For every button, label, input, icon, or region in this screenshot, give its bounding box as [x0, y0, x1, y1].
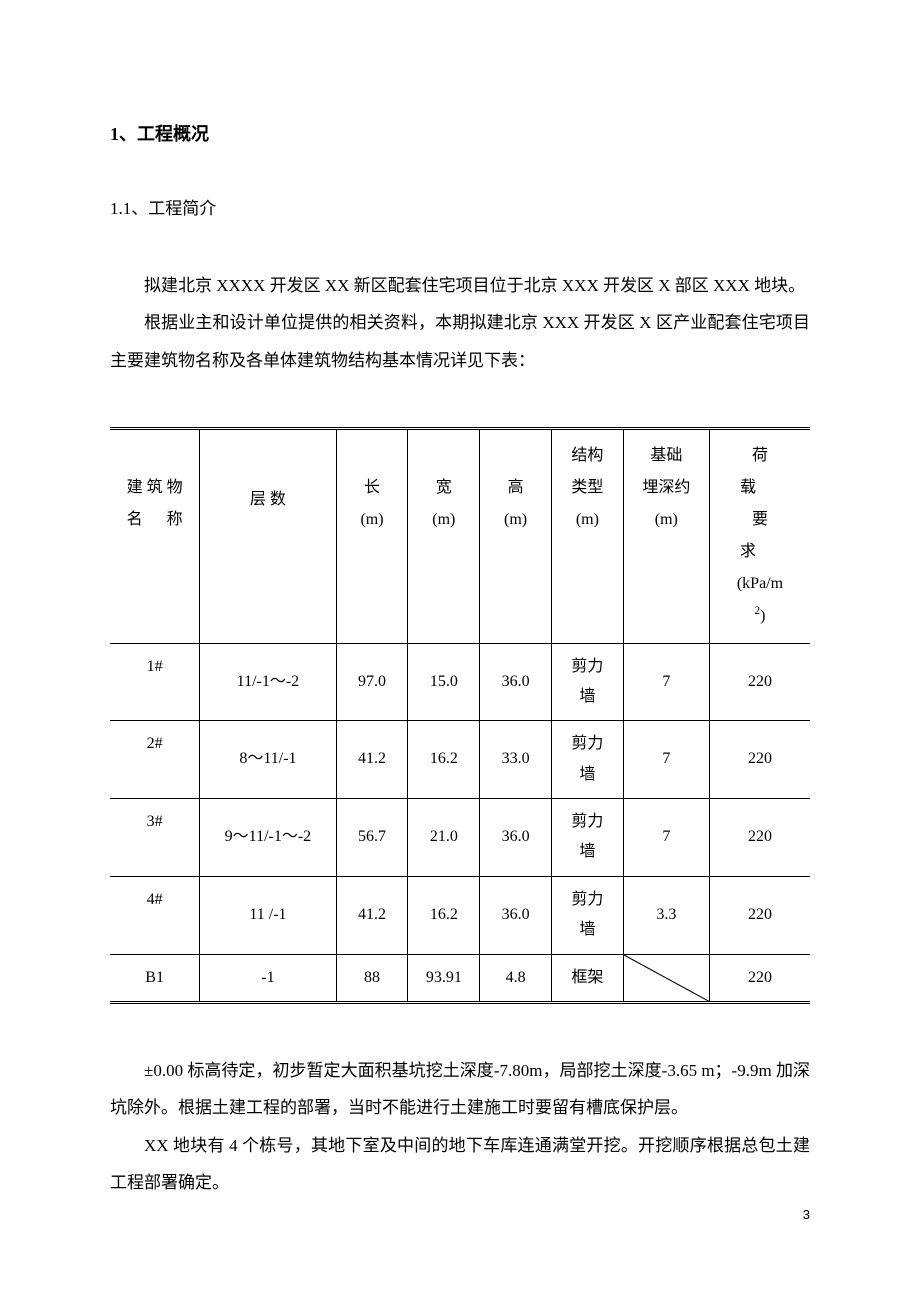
table-cell-name: 1# [110, 643, 200, 721]
page-number: 3 [803, 1207, 810, 1222]
table-cell-floors: 11/-1～-2 [200, 643, 336, 721]
table-row: B1-18893.914.8框架 220 [110, 954, 810, 1002]
th-load-requirement: 荷 载 要 求 (kPa/m 2) [709, 429, 810, 643]
table-cell-height: 36.0 [480, 876, 552, 954]
table-cell-struct: 剪力墙 [551, 799, 623, 877]
table-cell-name: 3# [110, 799, 200, 877]
closing-paragraph-block: ±0.00 标高待定，初步暂定大面积基坑挖土深度-7.80m，局部挖土深度-3.… [110, 1052, 810, 1202]
th-building-name: 建筑物 名 称 [110, 429, 200, 643]
th-structure-type: 结构 类型 (m) [551, 429, 623, 643]
table-cell-struct: 剪力墙 [551, 643, 623, 721]
table-cell-floors: 11 /-1 [200, 876, 336, 954]
table-cell-depth: 3.3 [623, 876, 709, 954]
table-cell-width: 16.2 [408, 721, 480, 799]
table-cell-width: 93.91 [408, 954, 480, 1002]
table-cell-floors: -1 [200, 954, 336, 1002]
table-cell-length: 41.2 [336, 721, 408, 799]
th-length: 长 (m) [336, 429, 408, 643]
table-cell-name: 4# [110, 876, 200, 954]
table-header-row: 建筑物 名 称 层 数 长 (m) [110, 429, 810, 643]
table-row: 2#8～11/-141.216.233.0剪力墙7220 [110, 721, 810, 799]
th-floors: 层 数 [200, 429, 336, 643]
building-data-table: 建筑物 名 称 层 数 长 (m) [110, 427, 810, 1004]
table-cell-length: 88 [336, 954, 408, 1002]
table-cell-length: 41.2 [336, 876, 408, 954]
table-cell-height: 36.0 [480, 799, 552, 877]
table-cell-load: 220 [709, 954, 810, 1002]
table-cell-name: 2# [110, 721, 200, 799]
table-cell-struct: 剪力墙 [551, 876, 623, 954]
table-cell-load: 220 [709, 721, 810, 799]
paragraph-4: XX 地块有 4 个栋号，其地下室及中间的地下车库连通满堂开挖。开挖顺序根据总包… [110, 1127, 810, 1202]
table-row: 4#11 /-141.216.236.0剪力墙3.3220 [110, 876, 810, 954]
table-cell-load: 220 [709, 643, 810, 721]
diagonal-line-icon [624, 955, 709, 1001]
table-row: 3#9～11/-1～-256.721.036.0剪力墙7220 [110, 799, 810, 877]
table-cell-width: 16.2 [408, 876, 480, 954]
table-body: 1#11/-1～-297.015.036.0剪力墙72202#8～11/-141… [110, 643, 810, 1003]
table-cell-depth: 7 [623, 799, 709, 877]
table-cell-depth: 7 [623, 721, 709, 799]
table-cell-height: 33.0 [480, 721, 552, 799]
section-heading: 1、工程概况 [110, 120, 810, 146]
table-cell-name: B1 [110, 954, 200, 1002]
paragraph-1: 拟建北京 XXXX 开发区 XX 新区配套住宅项目位于北京 XXX 开发区 X … [110, 267, 810, 304]
table-cell-depth: 7 [623, 643, 709, 721]
table-cell-struct: 框架 [551, 954, 623, 1002]
table-cell-height: 4.8 [480, 954, 552, 1002]
table-cell-floors: 8～11/-1 [200, 721, 336, 799]
table-cell-height: 36.0 [480, 643, 552, 721]
subsection-heading: 1.1、工程简介 [110, 194, 810, 219]
th-width: 宽 (m) [408, 429, 480, 643]
table-cell-struct: 剪力墙 [551, 721, 623, 799]
th-foundation-depth: 基础 埋深约 (m) [623, 429, 709, 643]
table-cell-length: 97.0 [336, 643, 408, 721]
table-cell-length: 56.7 [336, 799, 408, 877]
table-cell-depth [623, 954, 709, 1002]
table-cell-floors: 9～11/-1～-2 [200, 799, 336, 877]
table-cell-width: 15.0 [408, 643, 480, 721]
table-cell-load: 220 [709, 876, 810, 954]
intro-paragraph-block: 拟建北京 XXXX 开发区 XX 新区配套住宅项目位于北京 XXX 开发区 X … [110, 267, 810, 379]
building-data-table-container: 建筑物 名 称 层 数 长 (m) [110, 427, 810, 1004]
table-row: 1#11/-1～-297.015.036.0剪力墙7220 [110, 643, 810, 721]
paragraph-3: ±0.00 标高待定，初步暂定大面积基坑挖土深度-7.80m，局部挖土深度-3.… [110, 1052, 810, 1127]
th-height: 高 (m) [480, 429, 552, 643]
paragraph-2: 根据业主和设计单位提供的相关资料，本期拟建北京 XXX 开发区 X 区产业配套住… [110, 304, 810, 379]
table-cell-width: 21.0 [408, 799, 480, 877]
table-cell-load: 220 [709, 799, 810, 877]
